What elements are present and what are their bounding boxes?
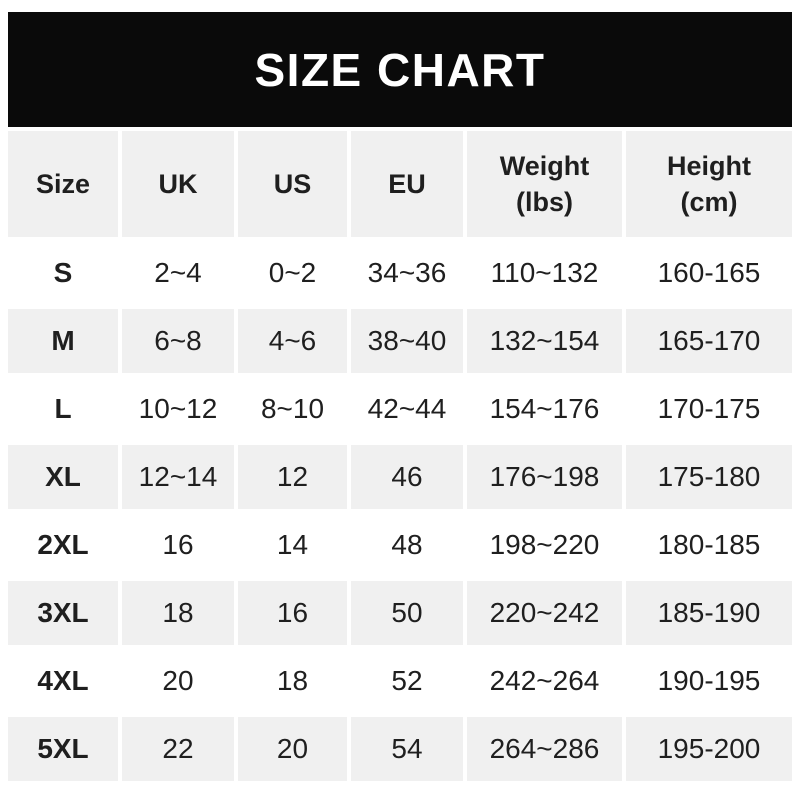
cell-uk: 20 [122,649,234,713]
cell-eu: 42~44 [351,377,463,441]
cell-height: 185-190 [626,581,792,645]
cell-height: 165-170 [626,309,792,373]
cell-weight: 176~198 [467,445,622,509]
header-row: Size UK US EU Weight (lbs) Height (cm) [8,131,792,237]
col-header-weight: Weight (lbs) [467,131,622,237]
cell-size: L [8,377,118,441]
cell-weight: 220~242 [467,581,622,645]
cell-us: 12 [238,445,347,509]
cell-uk: 10~12 [122,377,234,441]
table-row-2xl: 2XL 16 14 48 198~220 180-185 [8,513,792,577]
cell-eu: 48 [351,513,463,577]
col-header-uk: UK [122,131,234,237]
cell-size: 3XL [8,581,118,645]
cell-uk: 6~8 [122,309,234,373]
cell-height: 160-165 [626,241,792,305]
table-row-l: L 10~12 8~10 42~44 154~176 170-175 [8,377,792,441]
cell-size: 4XL [8,649,118,713]
cell-us: 20 [238,717,347,781]
col-header-eu: EU [351,131,463,237]
cell-us: 4~6 [238,309,347,373]
page-title: SIZE CHART [254,43,546,96]
cell-uk: 22 [122,717,234,781]
cell-height: 175-180 [626,445,792,509]
cell-weight: 198~220 [467,513,622,577]
size-table: Size UK US EU Weight (lbs) Height (cm) S… [4,127,796,785]
col-header-height: Height (cm) [626,131,792,237]
cell-eu: 34~36 [351,241,463,305]
table-row-3xl: 3XL 18 16 50 220~242 185-190 [8,581,792,645]
title-banner: SIZE CHART [8,12,792,127]
cell-size: 2XL [8,513,118,577]
cell-size: 5XL [8,717,118,781]
table-row-4xl: 4XL 20 18 52 242~264 190-195 [8,649,792,713]
cell-height: 170-175 [626,377,792,441]
cell-weight: 242~264 [467,649,622,713]
cell-uk: 16 [122,513,234,577]
cell-weight: 110~132 [467,241,622,305]
cell-us: 18 [238,649,347,713]
cell-eu: 50 [351,581,463,645]
cell-uk: 2~4 [122,241,234,305]
cell-us: 8~10 [238,377,347,441]
table-row-5xl: 5XL 22 20 54 264~286 195-200 [8,717,792,781]
table-row-m: M 6~8 4~6 38~40 132~154 165-170 [8,309,792,373]
cell-size: S [8,241,118,305]
cell-height: 180-185 [626,513,792,577]
cell-uk: 18 [122,581,234,645]
cell-size: XL [8,445,118,509]
cell-us: 0~2 [238,241,347,305]
col-header-us: US [238,131,347,237]
col-header-size: Size [8,131,118,237]
cell-eu: 46 [351,445,463,509]
cell-uk: 12~14 [122,445,234,509]
cell-eu: 54 [351,717,463,781]
cell-height: 195-200 [626,717,792,781]
cell-size: M [8,309,118,373]
table-row-s: S 2~4 0~2 34~36 110~132 160-165 [8,241,792,305]
cell-us: 16 [238,581,347,645]
table-row-xl: XL 12~14 12 46 176~198 175-180 [8,445,792,509]
cell-us: 14 [238,513,347,577]
cell-weight: 264~286 [467,717,622,781]
cell-weight: 132~154 [467,309,622,373]
cell-weight: 154~176 [467,377,622,441]
cell-height: 190-195 [626,649,792,713]
cell-eu: 38~40 [351,309,463,373]
cell-eu: 52 [351,649,463,713]
